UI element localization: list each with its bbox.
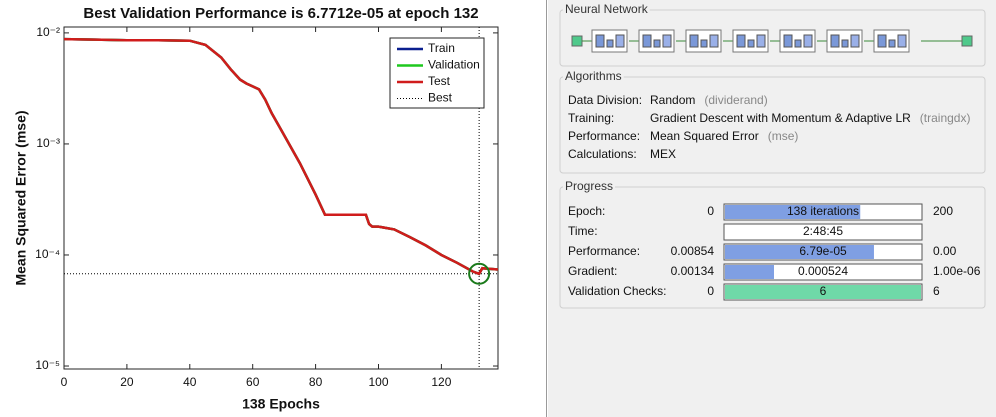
progress-current: 138 iterations [787, 204, 859, 218]
net-input [571, 35, 583, 47]
y-tick-label: 10⁻⁴ [35, 247, 60, 261]
x-axis-label: 138 Epochs [242, 396, 320, 412]
x-tick-label: 120 [431, 375, 451, 389]
net-weight [877, 34, 887, 48]
progress-label: Validation Checks: [568, 284, 667, 298]
net-bias [841, 39, 849, 48]
algorithm-value: Mean Squared Error [650, 129, 759, 143]
algorithm-note: (dividerand) [704, 93, 767, 107]
algorithm-label: Data Division: [568, 93, 642, 107]
progress-current: 2:48:45 [803, 224, 843, 238]
progress-bar [725, 285, 921, 299]
x-tick-label: 40 [183, 375, 197, 389]
series-line [63, 37, 499, 276]
group-box [559, 76, 986, 174]
progress-start: 0.00134 [671, 264, 715, 278]
algorithm-label: Performance: [568, 129, 640, 143]
group-title-bg [563, 75, 624, 79]
net-bias [888, 39, 896, 48]
group-title: Algorithms [565, 69, 622, 83]
legend-label: Validation [428, 58, 480, 72]
progress-current: 6 [820, 284, 827, 298]
net-weight [689, 34, 699, 48]
legend-label: Test [428, 74, 451, 88]
net-bias [700, 39, 708, 48]
y-tick-label: 10⁻³ [36, 136, 60, 150]
y-tick-label: 10⁻⁵ [35, 358, 60, 372]
algorithm-value: Random [650, 93, 695, 107]
progress-start: 0 [707, 284, 714, 298]
progress-end: 200 [933, 204, 953, 218]
progress-bar [725, 265, 774, 279]
best-marker [468, 262, 491, 285]
algorithm-note: (mse) [768, 129, 799, 143]
progress-track [723, 223, 923, 241]
net-transfer [803, 34, 813, 48]
progress-end: 0.00 [933, 244, 957, 258]
progress-bar [725, 205, 861, 219]
progress-bar [725, 245, 874, 259]
x-tick-label: 100 [368, 375, 388, 389]
x-tick-label: 20 [120, 375, 134, 389]
legend-label: Best [428, 91, 453, 105]
x-tick-label: 60 [246, 375, 260, 389]
net-bias [606, 39, 614, 48]
net-bias [794, 39, 802, 48]
x-tick-label: 0 [61, 375, 68, 389]
net-bias [653, 39, 661, 48]
net-transfer [897, 34, 907, 48]
progress-start: 0.00854 [671, 244, 715, 258]
group-title: Neural Network [565, 2, 649, 16]
algorithm-value: Gradient Descent with Momentum & Adaptiv… [650, 111, 911, 125]
net-transfer [662, 34, 672, 48]
y-tick-label: 10⁻² [36, 25, 60, 39]
progress-current: 6.79e-05 [799, 244, 847, 258]
progress-start: 0 [707, 204, 714, 218]
progress-label: Epoch: [568, 204, 605, 218]
progress-label: Time: [568, 224, 598, 238]
legend-label: Train [428, 41, 455, 55]
net-weight [783, 34, 793, 48]
chart-title: Best Validation Performance is 6.7712e-0… [83, 5, 478, 22]
net-transfer [709, 34, 719, 48]
progress-end: 6 [933, 284, 940, 298]
y-axis-label: Mean Squared Error (mse) [13, 110, 29, 285]
group-box [559, 9, 986, 67]
net-bias [747, 39, 755, 48]
net-output [961, 35, 973, 47]
net-transfer [756, 34, 766, 48]
algorithm-value: MEX [650, 147, 676, 161]
group-title-bg [563, 185, 616, 189]
net-weight [830, 34, 840, 48]
net-weight [736, 34, 746, 48]
progress-label: Performance: [568, 244, 640, 258]
x-tick-label: 80 [309, 375, 323, 389]
net-transfer [615, 34, 625, 48]
group-title-bg [563, 8, 650, 12]
group-title: Progress [565, 179, 613, 193]
net-weight [642, 34, 652, 48]
algorithm-label: Training: [568, 111, 614, 125]
progress-label: Gradient: [568, 264, 617, 278]
progress-current: 0.000524 [798, 264, 848, 278]
algorithm-note: (traingdx) [920, 111, 971, 125]
net-weight [595, 34, 605, 48]
progress-end: 1.00e-06 [933, 264, 981, 278]
group-box [559, 186, 986, 309]
algorithm-label: Calculations: [568, 147, 637, 161]
net-transfer [850, 34, 860, 48]
